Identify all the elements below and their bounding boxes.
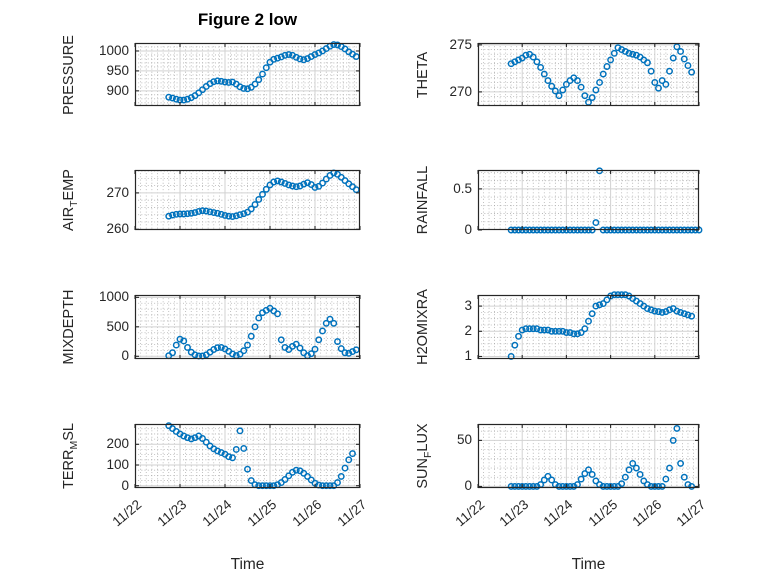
axes-box <box>134 169 361 231</box>
x-axis-label-left: Time <box>230 556 265 573</box>
minor-grid <box>478 424 699 488</box>
rainfall-y-tick-label: 0.5 <box>453 180 472 196</box>
minor-grid <box>135 170 360 230</box>
air-temp-y-tick-label: 260 <box>106 221 129 237</box>
rainfall-series-markers <box>507 167 703 234</box>
minor-grid <box>135 43 360 106</box>
terr-msl-y-tick-label: 100 <box>106 457 129 472</box>
subplot-pressure <box>134 41 361 107</box>
subplot-h2omixra <box>477 291 700 360</box>
axes-box <box>477 169 700 231</box>
axes-box <box>134 423 361 489</box>
mixdepth-series-markers <box>165 304 360 360</box>
axis-tick-marks <box>477 43 700 106</box>
terr-msl-ylabel: TERRMSL <box>61 423 80 489</box>
mixdepth-y-tick-label: 1000 <box>98 289 129 305</box>
h2omixra-y-tick-label: 2 <box>464 323 472 339</box>
major-grid <box>135 424 360 488</box>
axes-box <box>477 423 700 489</box>
pressure-y-tick-label: 1000 <box>98 42 129 58</box>
air-temp-series-markers <box>165 169 360 220</box>
pressure-y-tick-label: 900 <box>106 82 129 98</box>
pressure-y-tick-label: 950 <box>106 62 129 78</box>
subplot-terr-msl <box>134 422 361 490</box>
figure-title: Figure 2 low <box>197 10 298 29</box>
sun-flux-ylabel: SUNFLUX <box>415 423 434 489</box>
air-temp-y-tick-label: 270 <box>106 184 129 200</box>
major-grid <box>478 43 699 106</box>
axes-box <box>477 294 700 360</box>
minor-grid <box>478 295 699 359</box>
subplot-rainfall <box>477 167 703 234</box>
terr-msl-y-tick-label: 0 <box>121 477 129 493</box>
rainfall-y-tick-label: 0 <box>464 222 472 237</box>
axis-tick-marks <box>134 295 361 359</box>
pressure-series-markers <box>165 41 360 104</box>
sun-flux-y-tick-label: 50 <box>456 432 472 448</box>
axis-tick-marks <box>477 295 700 359</box>
major-grid <box>478 424 699 488</box>
axis-tick-marks <box>477 424 700 488</box>
major-grid <box>135 295 360 359</box>
h2omixra-y-tick-label: 3 <box>464 298 472 314</box>
minor-grid <box>478 170 699 230</box>
h2omixra-y-tick-label: 1 <box>464 348 472 364</box>
theta-y-tick-label: 275 <box>449 36 472 52</box>
subplot-sun-flux <box>477 423 700 490</box>
theta-y-tick-label: 270 <box>449 83 472 99</box>
subplot-theta <box>477 42 700 107</box>
axis-tick-marks <box>134 424 361 488</box>
axis-tick-marks <box>134 170 361 230</box>
axes-box <box>134 42 361 107</box>
major-grid <box>478 170 699 230</box>
sun-flux-series-markers <box>507 424 696 490</box>
mixdepth-y-tick-label: 500 <box>106 318 129 334</box>
x-axis-label-right: Time <box>571 556 606 573</box>
terr-msl-series-markers <box>165 422 356 490</box>
major-grid <box>478 295 699 359</box>
subplot-mixdepth <box>134 294 361 360</box>
axis-tick-marks <box>477 170 700 231</box>
axis-tick-marks <box>134 43 361 106</box>
terr-msl-y-tick-label: 200 <box>106 436 129 452</box>
mixdepth-y-tick-label: 0 <box>121 348 129 364</box>
sun-flux-y-tick-label: 0 <box>464 478 472 494</box>
minor-grid <box>135 424 360 488</box>
axes-box <box>477 42 700 107</box>
theta-series-markers <box>507 43 696 106</box>
subplot-air-temp <box>134 169 361 231</box>
h2omixra-series-markers <box>507 291 696 360</box>
minor-grid <box>478 43 699 106</box>
